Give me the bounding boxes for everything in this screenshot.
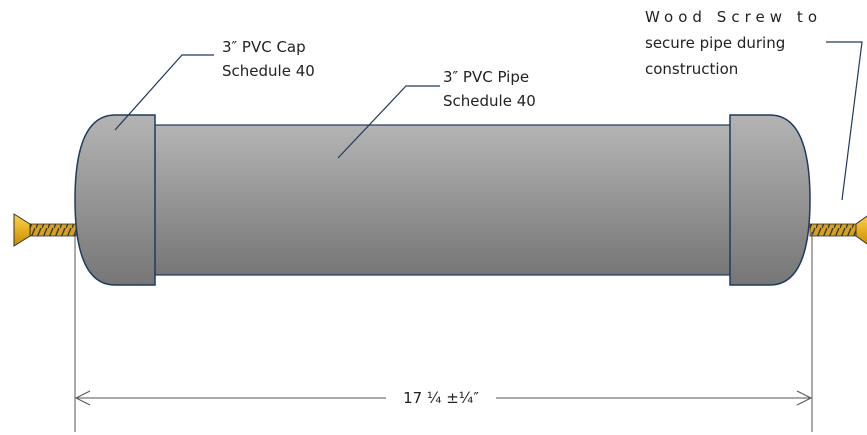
cap-label: Schedule 40 bbox=[222, 62, 315, 80]
pipe-leader bbox=[337, 85, 440, 159]
arrow-head bbox=[74, 390, 91, 406]
dimension-label: 17 ¼ ±¼″ bbox=[403, 389, 479, 407]
right-cap bbox=[729, 114, 811, 286]
arrow-head bbox=[796, 390, 813, 406]
cap-label: 3″ PVC Cap bbox=[222, 38, 306, 56]
right-screw bbox=[809, 215, 867, 245]
screw-label: Wood Screw to bbox=[645, 8, 817, 26]
pipe-label: 3″ PVC Pipe bbox=[443, 68, 529, 86]
pipe bbox=[149, 124, 741, 276]
pipe-label: Schedule 40 bbox=[443, 92, 536, 110]
screw-label: construction bbox=[645, 60, 738, 78]
left-screw bbox=[13, 213, 77, 247]
left-cap bbox=[74, 114, 156, 286]
screw-label: secure pipe during bbox=[645, 34, 785, 52]
screw-leader bbox=[826, 41, 863, 201]
cap-leader bbox=[114, 54, 214, 131]
